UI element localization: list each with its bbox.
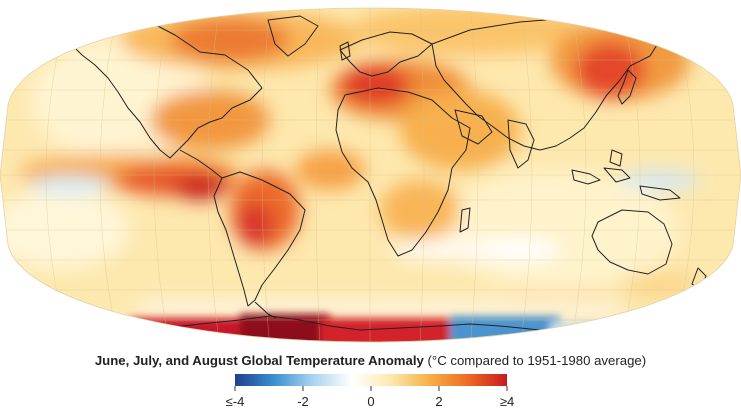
legend-tick-label: ≤-4 [226, 394, 245, 409]
color-scale-bar [235, 374, 507, 386]
caption-title: June, July, and August Global Temperatur… [94, 353, 424, 368]
color-scale-legend: ≤-4 -2 0 2 ≥4 [226, 374, 514, 409]
legend-tick-label: -2 [297, 394, 309, 409]
temperature-anomaly-map [0, 7, 741, 343]
map-caption: June, July, and August Global Temperatur… [0, 353, 741, 368]
legend-tick-label: 0 [367, 394, 374, 409]
legend-tick-label: ≥4 [500, 394, 514, 409]
coastlines [74, 15, 707, 342]
legend-tick-label: 2 [435, 394, 442, 409]
caption-subtitle: (°C compared to 1951-1980 average) [427, 353, 647, 368]
antarctica-anomaly [120, 314, 630, 342]
